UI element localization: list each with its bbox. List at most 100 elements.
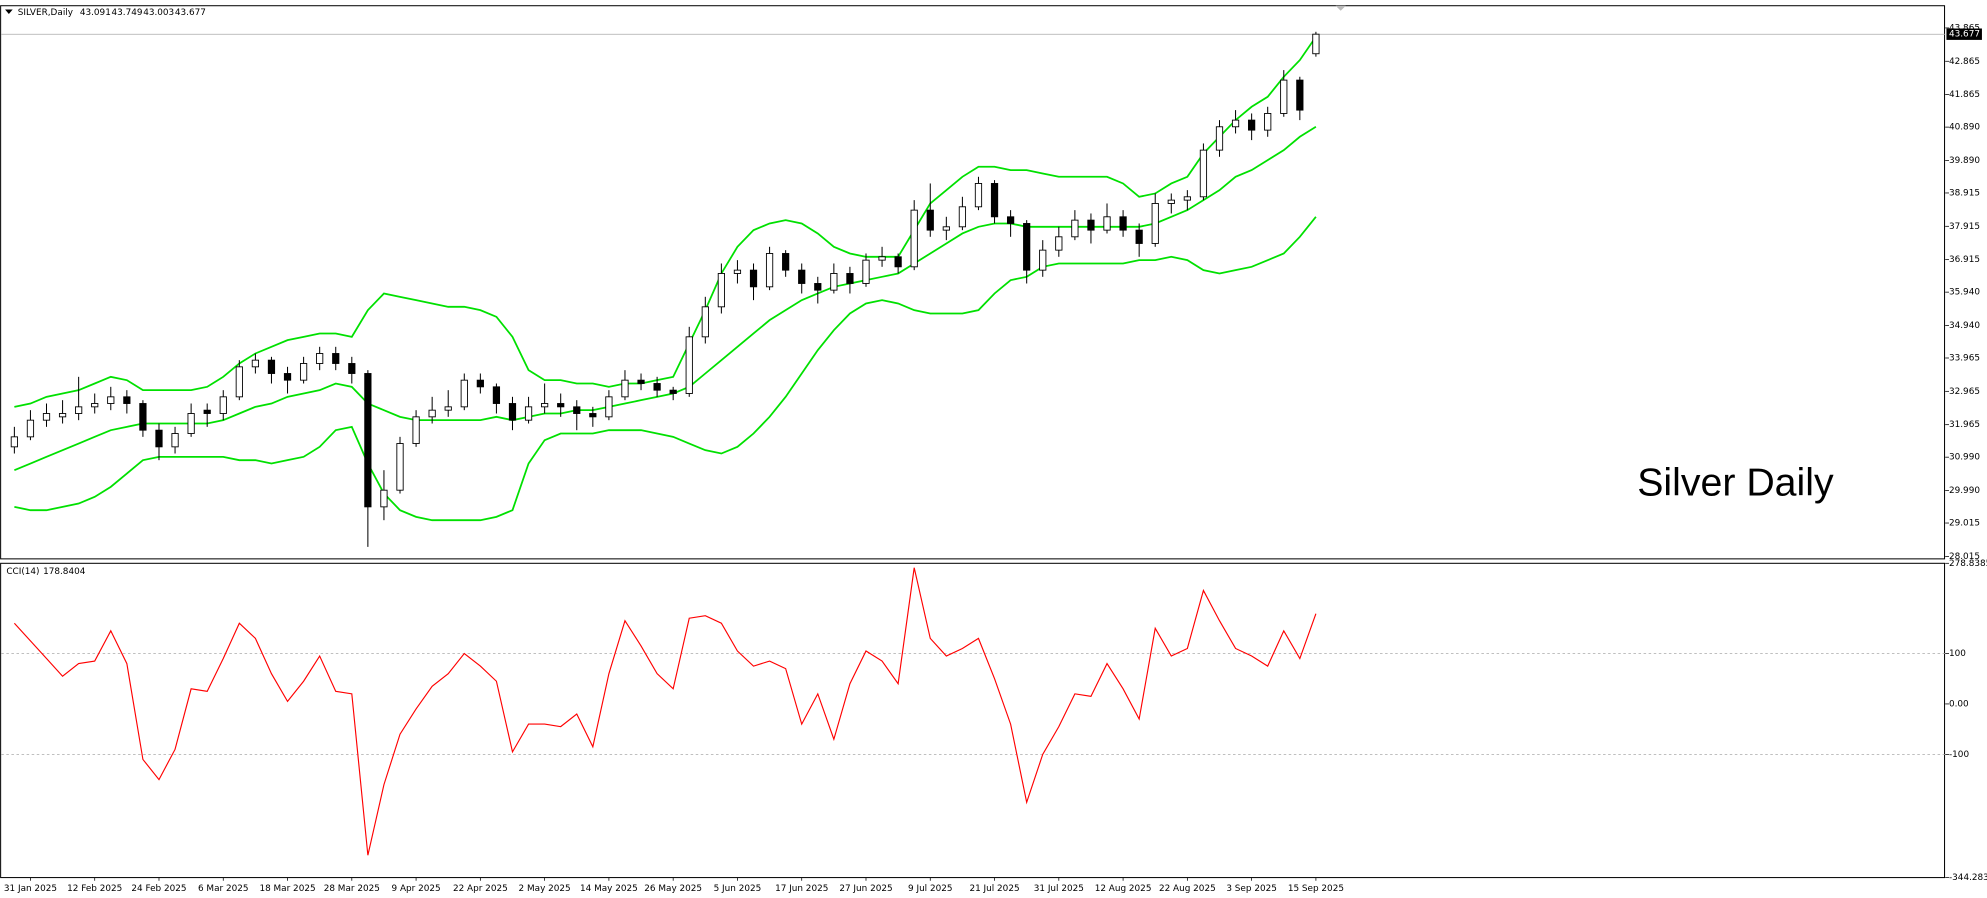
y-tick-label: 41.865 — [1949, 90, 1980, 100]
candle-body — [1264, 113, 1272, 131]
x-tick-label: 12 Aug 2025 — [1095, 884, 1152, 894]
candle-body — [508, 403, 517, 421]
x-tick-label: 22 Aug 2025 — [1159, 884, 1216, 894]
cci-pane-frame — [0, 562, 1946, 879]
x-tick-label: 22 Apr 2025 — [453, 884, 508, 894]
candle-body — [299, 363, 308, 381]
menu-triangle — [5, 9, 13, 14]
candle-body — [1312, 33, 1320, 55]
candle-body — [251, 359, 260, 368]
y-tick-label: 42.865 — [1949, 57, 1980, 67]
candle-body — [267, 359, 276, 374]
candle-body — [283, 373, 292, 381]
candle-body — [10, 436, 18, 448]
candle-body — [846, 273, 854, 284]
candle-body — [91, 403, 99, 408]
cci-line — [13, 567, 1317, 856]
candle-body — [782, 253, 790, 271]
candle-body — [717, 273, 725, 308]
candle-body — [364, 373, 372, 508]
candle-body — [235, 366, 243, 398]
price-tag-label: 43.677 — [1949, 30, 1980, 40]
y-tick-label: 30.990 — [1949, 453, 1980, 463]
candle-body — [492, 386, 501, 404]
candle-body — [733, 269, 742, 274]
candle-body — [1006, 216, 1015, 224]
x-tick-label: 26 May 2025 — [644, 884, 702, 894]
candle-body — [412, 416, 420, 444]
candle-body — [1199, 149, 1208, 198]
candle-body — [926, 209, 934, 231]
cci-title: CCI(14) — [6, 567, 39, 577]
y-tick-label: 39.890 — [1949, 156, 1980, 166]
candle-body — [26, 419, 35, 438]
y-tick-label: 278.8385 — [1949, 559, 1987, 569]
candle-body — [1231, 119, 1240, 128]
x-tick-label: 28 Mar 2025 — [324, 884, 380, 894]
candle-body — [348, 363, 356, 374]
y-tick-label: 29.990 — [1949, 486, 1980, 496]
x-tick-label: 31 Jul 2025 — [1034, 884, 1084, 894]
candle-body — [139, 403, 147, 431]
y-tick-label: 31.965 — [1949, 420, 1980, 430]
candle-body — [669, 389, 677, 394]
header-high: 43.749 — [112, 8, 143, 18]
candle-body — [814, 283, 822, 291]
candle-body — [107, 396, 115, 404]
x-tick-label: 27 Jun 2025 — [839, 884, 892, 894]
candle-body — [58, 413, 67, 418]
band-lower — [14, 216, 1317, 522]
candle-body — [557, 403, 565, 408]
y-tick-label: 40.890 — [1949, 123, 1980, 133]
candle-body — [1023, 223, 1031, 271]
x-tick-label: 5 Jun 2025 — [714, 884, 762, 894]
x-tick-label: 12 Feb 2025 — [67, 884, 122, 894]
candle-body — [637, 379, 645, 384]
symbol: SILVER,Daily — [18, 8, 73, 18]
x-tick-label: 14 May 2025 — [580, 884, 638, 894]
candle-body — [444, 406, 452, 411]
cci-value: 178.8404 — [43, 567, 86, 577]
candle-body — [541, 403, 549, 408]
candle-body — [862, 259, 870, 284]
candle-body — [1167, 199, 1175, 204]
x-tick-label: 21 Jul 2025 — [969, 884, 1019, 894]
candle-body — [573, 406, 581, 414]
y-tick-label: 36.915 — [1949, 255, 1980, 265]
y-tick-label: 37.915 — [1949, 222, 1980, 232]
candle-body — [203, 409, 211, 414]
candle-body — [1248, 119, 1256, 131]
candle-body — [1183, 196, 1191, 201]
candle-body — [219, 396, 227, 414]
candle-body — [942, 226, 950, 231]
x-tick-label: 3 Sep 2025 — [1226, 884, 1277, 894]
x-tick-label: 31 Jan 2025 — [4, 884, 57, 894]
x-tick-label: 15 Sep 2025 — [1288, 884, 1344, 894]
candle-body — [653, 383, 661, 391]
header-close: 43.677 — [175, 8, 206, 18]
x-tick-label: 6 Mar 2025 — [198, 884, 249, 894]
candle-body — [798, 269, 806, 284]
header-open: 43.091 — [80, 8, 111, 18]
candle-body — [605, 396, 613, 418]
y-tick-label: -100 — [1949, 750, 1969, 760]
candle-body — [974, 183, 983, 208]
band-upper — [14, 36, 1317, 408]
candle-body — [878, 256, 886, 261]
candle-body — [428, 409, 436, 418]
x-tick-label: 18 Mar 2025 — [259, 884, 315, 894]
y-tick-label: 43.865 — [1949, 23, 1980, 33]
candle-body — [1215, 126, 1224, 151]
candle-body — [187, 413, 195, 434]
candle-body — [1135, 229, 1143, 244]
candle-body — [1055, 236, 1063, 251]
header-low: 43.003 — [143, 8, 174, 18]
candle-body — [958, 206, 967, 228]
candle-body — [1151, 203, 1159, 244]
candle-body — [910, 209, 918, 268]
candle-body — [1039, 249, 1047, 271]
candle-body — [460, 379, 468, 408]
x-tick-label: 2 May 2025 — [519, 884, 571, 894]
y-tick-label: 100 — [1949, 649, 1966, 659]
y-tick-label: -344.283 — [1949, 873, 1987, 883]
